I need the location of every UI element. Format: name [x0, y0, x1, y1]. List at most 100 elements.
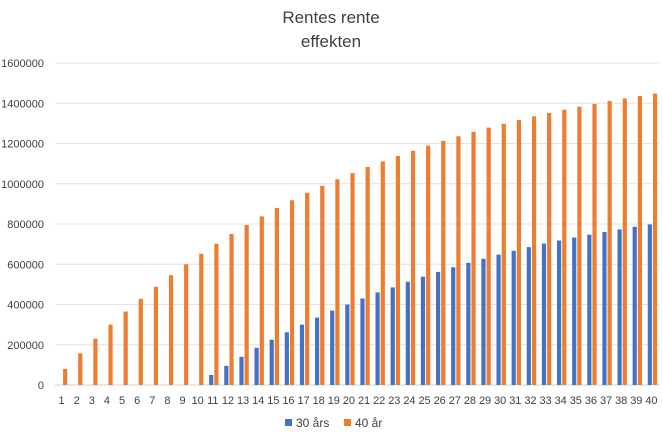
x-tick-label: 28 — [464, 395, 476, 407]
bar-40-ar — [471, 131, 476, 385]
bar-40-ar — [622, 98, 627, 386]
bar-40-ar — [274, 207, 280, 385]
bar-30-ars — [572, 237, 577, 385]
x-tick-label: 38 — [615, 395, 627, 407]
bar-40-ar — [229, 234, 234, 385]
legend-swatch-40-ar — [344, 419, 351, 426]
bar-40-ar — [592, 103, 597, 385]
bar-40-ar — [426, 145, 431, 385]
y-tick-label: 0 — [38, 380, 44, 392]
bar-40-ar — [456, 136, 461, 385]
bar-30-ars — [269, 339, 274, 385]
y-tick-label: 200000 — [7, 340, 44, 352]
bar-40-ar — [335, 179, 340, 385]
x-tick-label: 11 — [207, 395, 218, 407]
x-tick-label: 19 — [328, 395, 340, 407]
bar-30-ars — [299, 324, 305, 385]
x-tick-label: 22 — [373, 395, 385, 407]
x-tick-label: 25 — [418, 395, 430, 407]
bar-30-ars — [587, 234, 592, 385]
bar-40-ar — [184, 264, 189, 385]
x-tick-label: 1 — [59, 395, 65, 407]
x-tick-label: 21 — [358, 395, 370, 407]
x-tick-label: 8 — [164, 395, 170, 407]
bar-40-ar — [395, 155, 401, 385]
x-tick-label: 14 — [252, 395, 264, 407]
legend-swatch-30-ars — [285, 419, 292, 426]
bar-40-ar — [380, 161, 385, 385]
x-tick-label: 40 — [645, 395, 657, 407]
legend-label-30-ars: 30 års — [296, 416, 329, 430]
x-tick-label: 37 — [600, 395, 612, 407]
bar-40-ar — [108, 324, 113, 385]
bar-30-ars — [314, 317, 320, 385]
bar-40-ar — [365, 167, 370, 385]
bar-40-ar — [501, 123, 506, 385]
x-tick-label: 12 — [222, 395, 234, 407]
bar-40-ar — [289, 200, 295, 385]
x-tick-label: 15 — [267, 395, 279, 407]
x-tick-label: 24 — [403, 395, 415, 407]
x-tick-label: 6 — [134, 395, 140, 407]
bars — [63, 93, 658, 386]
x-tick-label: 30 — [494, 395, 506, 407]
x-tick-label: 7 — [149, 395, 155, 407]
chart-title-line-2: effekten — [301, 32, 361, 51]
bar-40-ar — [168, 275, 174, 385]
bar-30-ars — [556, 240, 562, 385]
bar-30-ars — [330, 310, 335, 385]
x-tick-label: 5 — [119, 395, 125, 407]
legend-label-40-ar: 40 år — [355, 416, 382, 430]
x-tick-label: 16 — [282, 395, 294, 407]
y-axis-ticks: 0 200000 400000 600000 800000 1000000 1200000 1… — [1, 58, 44, 392]
x-tick-label: 34 — [555, 395, 567, 407]
bar-40-ar — [652, 93, 658, 385]
bar-30-ars — [345, 304, 350, 385]
bar-40-ar — [320, 185, 325, 385]
bar-40-ar — [259, 216, 264, 385]
bar-30-ars — [496, 254, 501, 385]
y-tick-label: 1200000 — [1, 139, 44, 151]
bar-30-ars — [390, 287, 395, 385]
x-tick-label: 29 — [479, 395, 491, 407]
x-tick-label: 4 — [104, 395, 110, 407]
x-tick-label: 39 — [630, 395, 642, 407]
bar-30-ars — [647, 224, 652, 385]
x-tick-label: 10 — [192, 395, 204, 407]
bar-40-ar — [637, 96, 643, 385]
bar-30-ars — [284, 332, 289, 385]
x-tick-label: 35 — [570, 395, 582, 407]
y-tick-label: 1600000 — [1, 58, 44, 70]
x-tick-label: 27 — [449, 395, 461, 407]
bar-40-ar — [199, 253, 204, 385]
x-tick-label: 36 — [585, 395, 597, 407]
x-tick-label: 23 — [388, 395, 400, 407]
bar-30-ars — [526, 247, 531, 385]
bar-40-ar — [214, 243, 219, 385]
bar-40-ar — [577, 106, 582, 385]
legend: 30 års 40 år — [285, 416, 382, 430]
bar-40-ar — [93, 338, 98, 385]
bar-40-ar — [531, 116, 537, 386]
bar-40-ar — [123, 311, 128, 385]
x-tick-label: 13 — [237, 395, 249, 407]
bar-30-ars — [254, 347, 259, 385]
y-tick-label: 400000 — [7, 300, 44, 312]
bar-30-ars — [466, 262, 471, 385]
bar-30-ars — [239, 356, 244, 385]
chart-title-line-1: Rentes rente — [282, 8, 379, 27]
bar-30-ars — [224, 365, 229, 385]
x-tick-label: 3 — [89, 395, 95, 407]
y-tick-label: 1400000 — [1, 98, 44, 110]
bar-30-ars — [602, 232, 607, 385]
gridlines — [55, 62, 660, 386]
bar-40-ar — [410, 150, 416, 385]
bar-40-ar — [562, 109, 567, 385]
x-axis-ticks: 1 2 3 4 5 6 7 8 9 10 11 12 13 14 15 16 17 18 19 20 21 22 23 24 2… — [59, 395, 658, 407]
x-tick-label: 33 — [539, 395, 551, 407]
bar-30-ars — [632, 226, 637, 385]
y-tick-label: 800000 — [7, 219, 44, 231]
bar-30-ars — [209, 374, 214, 385]
